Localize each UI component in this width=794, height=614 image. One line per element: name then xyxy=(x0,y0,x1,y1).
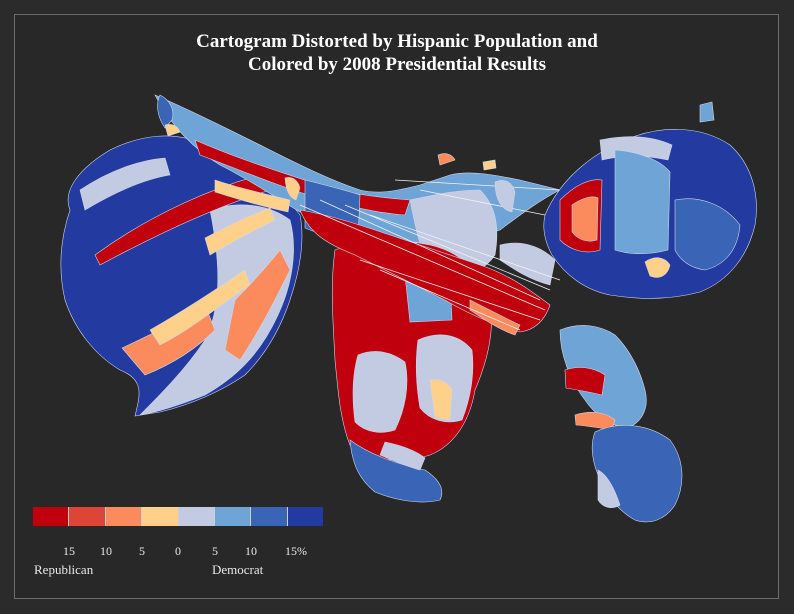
texas-light-east xyxy=(415,334,474,423)
central-thin-lines xyxy=(299,179,561,331)
legend-swatch-rep-0 xyxy=(142,507,179,526)
legend-swatch-dem-10 xyxy=(251,507,288,526)
legend-swatch-dem-5 xyxy=(214,507,252,526)
north-yellow xyxy=(214,179,291,213)
west-yellow-strip xyxy=(204,207,276,256)
florida-body xyxy=(591,425,683,523)
legend-swatch-dem-15 xyxy=(287,507,323,526)
northeast-yellow xyxy=(644,257,671,278)
legend-republican-label: Republican xyxy=(34,562,94,577)
central-yellow xyxy=(284,177,301,201)
legend-swatch-dem-0 xyxy=(178,507,215,526)
title-line-1: Cartogram Distorted by Hispanic Populati… xyxy=(196,31,598,52)
legend-swatch-rep-5 xyxy=(105,507,143,526)
southeast-red xyxy=(564,367,606,396)
legend-tick-label: 15 xyxy=(63,544,75,558)
northeast-orange xyxy=(571,196,599,242)
legend-color-scale xyxy=(33,507,323,526)
central-orange xyxy=(469,299,521,336)
central-network xyxy=(157,94,561,336)
legend-tick-label: 5 xyxy=(212,544,218,558)
legend-tick-label: 15% xyxy=(285,544,307,558)
texas-south-tail xyxy=(349,439,443,503)
east-small-yellow xyxy=(482,159,497,171)
northeast-east xyxy=(674,198,741,271)
texas-light-south xyxy=(352,351,408,433)
texas-south-strip xyxy=(379,441,426,471)
map-title: Cartogram Distorted by Hispanic Populati… xyxy=(0,30,794,76)
northeast-tip xyxy=(699,101,715,123)
west-pale-strip xyxy=(79,157,171,211)
legend-swatch-rep-15 xyxy=(33,507,70,526)
central-light xyxy=(499,242,556,286)
legend-tick-label: 5 xyxy=(139,544,145,558)
legend-swatch-rep-10 xyxy=(69,507,106,526)
title-line-2: Colored by 2008 Presidential Results xyxy=(247,54,547,75)
legend-democrat-label: Democrat xyxy=(212,562,264,577)
west-orange-strip xyxy=(224,249,291,361)
northeast-mid xyxy=(614,149,671,255)
legend-tick-label: 10 xyxy=(245,544,257,558)
northeast-region xyxy=(543,101,757,299)
florida-light xyxy=(597,469,621,509)
southeast-region xyxy=(559,325,683,523)
east-orange-piece xyxy=(437,153,456,166)
north-hook-left xyxy=(157,94,174,129)
legend-tick-label: 10 xyxy=(100,544,112,558)
central-red-core xyxy=(299,209,551,333)
texas-yellow xyxy=(429,379,453,421)
south-light-blob xyxy=(494,180,516,213)
legend-tick-label: 0 xyxy=(175,544,181,558)
north-yellow-sliver xyxy=(164,124,181,137)
